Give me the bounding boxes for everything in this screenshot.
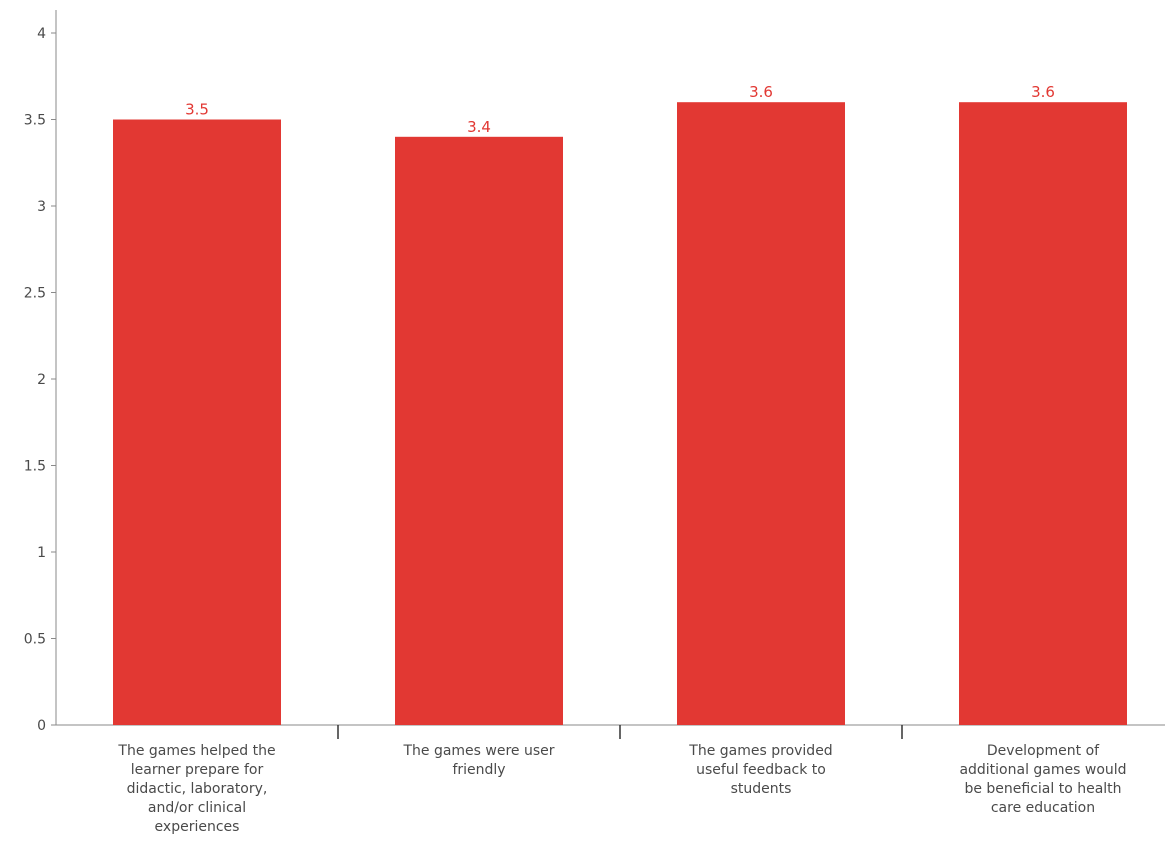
data-label: 3.4	[467, 118, 491, 136]
x-tick-label-line: The games helped the	[117, 743, 275, 759]
bar	[677, 102, 845, 725]
x-tick-label: The games were user friendly	[402, 743, 554, 778]
x-tick-label-line: additional games would	[959, 762, 1126, 778]
y-tick-label: 2	[37, 372, 46, 388]
y-tick-label: 3	[37, 199, 46, 215]
x-tick-label-line: The games provided	[688, 743, 832, 759]
bar	[959, 102, 1127, 725]
data-label: 3.6	[1031, 83, 1055, 101]
x-axis	[56, 724, 1165, 739]
x-tick-label-line: experiences	[155, 819, 240, 835]
category-labels: The games helped the learner prepare for d…	[117, 743, 1126, 835]
bars	[113, 102, 1127, 726]
x-tick-label-line: learner prepare for	[131, 762, 264, 778]
y-tick-label: 1.5	[24, 459, 46, 475]
x-tick-label-line: Development of	[987, 743, 1100, 759]
y-tick-label: 1	[37, 545, 46, 561]
data-labels: 3.5 3.4 3.6 3.6	[185, 83, 1055, 136]
x-tick-label-line: be beneficial to health	[964, 781, 1121, 797]
x-tick-label-line: care education	[991, 800, 1095, 816]
x-tick-label-line: The games were user	[402, 743, 554, 759]
x-tick-label-line: students	[731, 781, 792, 797]
y-tick-label: 4	[37, 26, 46, 42]
bar	[395, 136, 563, 726]
x-tick-label: The games provided useful feedback to stud…	[688, 743, 832, 797]
bar	[113, 119, 281, 725]
x-tick-label-line: friendly	[452, 762, 505, 778]
y-tick-label: 3.5	[24, 113, 46, 129]
x-tick-label: The games helped the learner prepare for d…	[117, 743, 275, 835]
x-tick-label-line: and/or clinical	[148, 800, 246, 816]
x-tick-label-line: didactic, laboratory,	[127, 781, 268, 797]
x-tick-label-line: useful feedback to	[696, 762, 826, 778]
data-label: 3.6	[749, 83, 773, 101]
data-label: 3.5	[185, 101, 209, 119]
y-axis: 0 0.5 1 1.5 2 2.5 3 3.5 4	[24, 10, 57, 734]
y-tick-label: 2.5	[24, 286, 46, 302]
y-tick-label: 0	[37, 718, 46, 734]
y-tick-label: 0.5	[24, 632, 46, 648]
x-tick-label: Development of additional games would be b…	[959, 743, 1126, 816]
